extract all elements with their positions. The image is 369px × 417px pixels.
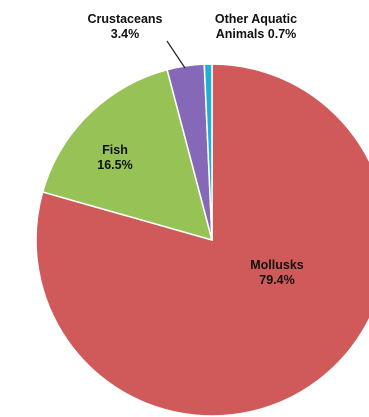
slice-label-mollusks-name: Mollusks: [250, 258, 304, 272]
slice-label-crustaceans-value: 3.4%: [110, 27, 140, 41]
slice-label-fish-value: 16.5%: [97, 158, 133, 172]
slice-label-fish: Fish 16.5%: [82, 143, 148, 173]
slice-label-crustaceans: Crustaceans 3.4%: [78, 12, 172, 42]
pie-slice-other-aquatic-animals: [203, 63, 213, 241]
slice-label-fish-name: Fish: [102, 143, 128, 157]
slice-label-other-line2: Animals 0.7%: [215, 27, 297, 41]
pie-slices: [35, 63, 369, 417]
slice-label-other-aquatic-animals: Other Aquatic Animals 0.7%: [192, 12, 320, 42]
slice-label-other-line1: Other Aquatic: [214, 12, 298, 26]
slice-label-crustaceans-name: Crustaceans: [87, 12, 163, 26]
slice-label-mollusks: Mollusks 79.4%: [234, 258, 320, 288]
pie-slice-mollusks: [35, 63, 369, 417]
slice-label-mollusks-value: 79.4%: [259, 273, 295, 287]
crustaceans-leader-line: [166, 40, 186, 69]
pie-slice-fish: [41, 68, 214, 242]
